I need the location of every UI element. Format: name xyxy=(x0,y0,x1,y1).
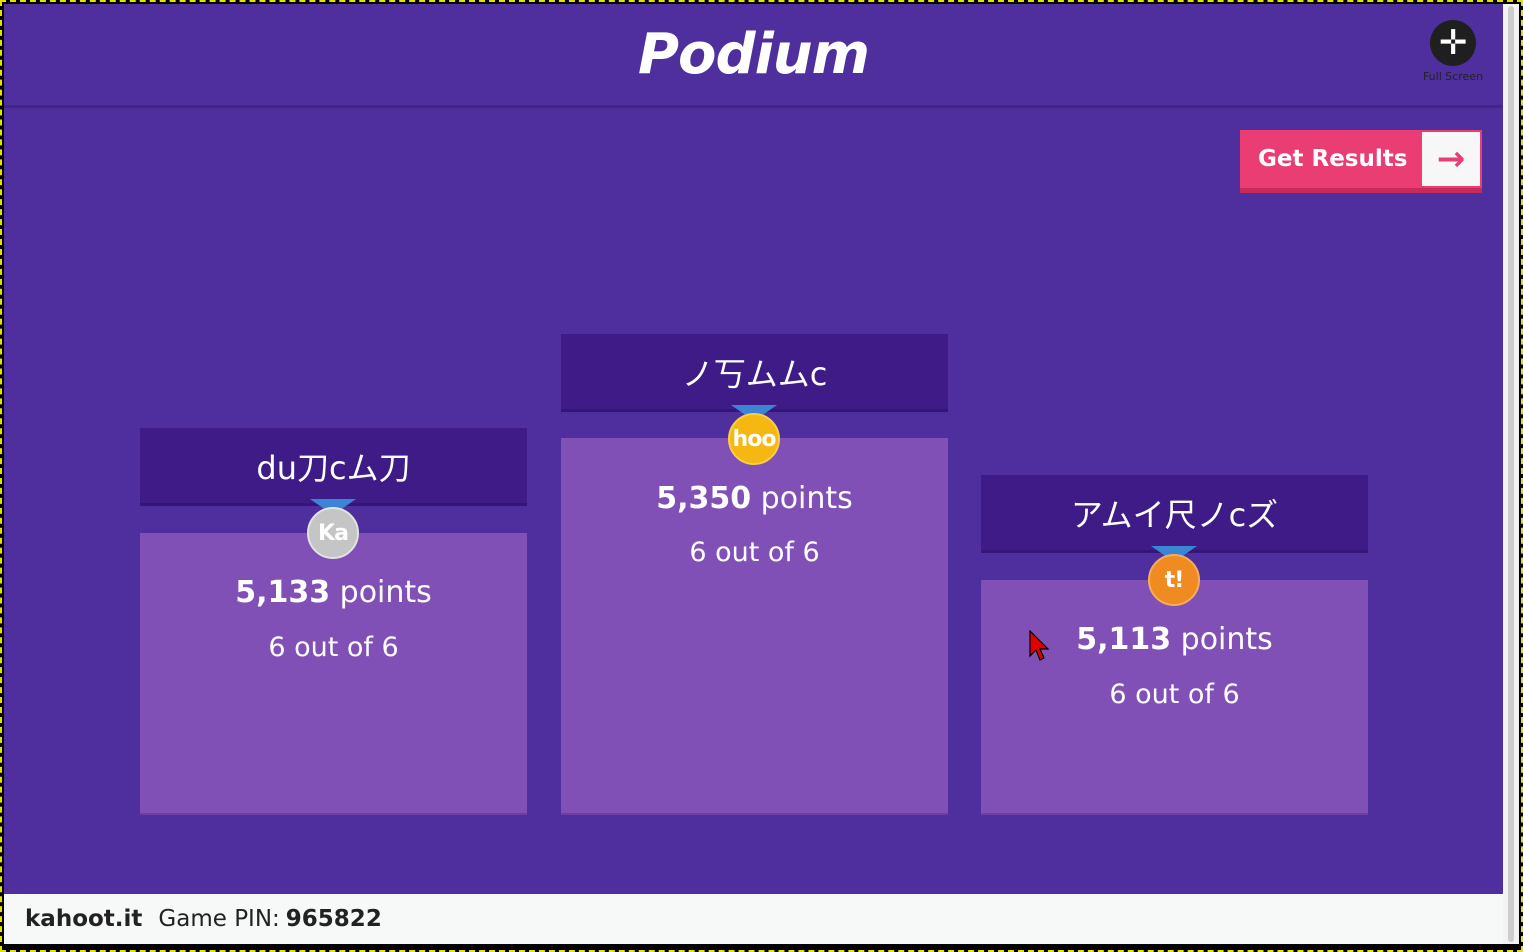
third-place-nameplate: アムイ尺ノcズ xyxy=(981,475,1368,553)
footer: kahoot.it Game PIN: 965822 xyxy=(4,894,1503,944)
silver-medal-icon: Ka xyxy=(307,507,359,559)
bronze-medal-icon: t! xyxy=(1148,554,1200,606)
second-place-correct: 6 out of 6 xyxy=(268,632,399,663)
second-place-nameplate: du刀cム刀 xyxy=(140,428,527,506)
scrollbar[interactable] xyxy=(1503,4,1519,944)
get-results-label: Get Results xyxy=(1258,146,1408,172)
podium-screen: Podium ✛ Full Screen Get Results → du刀cム… xyxy=(4,4,1503,894)
get-results-button[interactable]: Get Results → xyxy=(1240,130,1482,193)
first-place-correct: 6 out of 6 xyxy=(689,537,820,568)
arrow-right-icon: → xyxy=(1422,132,1480,186)
game-pin-label: Game PIN: xyxy=(158,906,280,932)
first-place-block: 5,350 points 6 out of 6 xyxy=(561,438,948,813)
third-place-points: 5,113 points xyxy=(1076,622,1273,657)
header: Podium ✛ Full Screen xyxy=(4,4,1503,108)
mouse-pointer-icon xyxy=(1029,630,1049,661)
first-place-points: 5,350 points xyxy=(656,481,853,516)
brand-link[interactable]: kahoot.it xyxy=(25,906,143,932)
second-place-name: du刀cム刀 xyxy=(256,448,411,487)
second-place-points: 5,133 points xyxy=(235,575,432,610)
third-place-correct: 6 out of 6 xyxy=(1109,679,1240,710)
third-place-name: アムイ尺ノcズ xyxy=(1070,495,1279,534)
page-title: Podium xyxy=(637,22,870,87)
game-pin-value: 965822 xyxy=(285,906,382,932)
third-place-block: 5,113 points 6 out of 6 xyxy=(981,580,1368,813)
fullscreen-button[interactable]: ✛ xyxy=(1430,20,1476,66)
scrollbar-thumb[interactable] xyxy=(1508,6,1514,942)
first-place-nameplate: ノ丂ムムc xyxy=(561,334,948,412)
expand-icon: ✛ xyxy=(1438,23,1468,63)
gold-medal-icon: hoo xyxy=(728,413,780,465)
second-place-block: 5,133 points 6 out of 6 xyxy=(140,533,527,813)
fullscreen-label: Full Screen xyxy=(1422,70,1484,83)
first-place-name: ノ丂ムムc xyxy=(681,354,828,393)
